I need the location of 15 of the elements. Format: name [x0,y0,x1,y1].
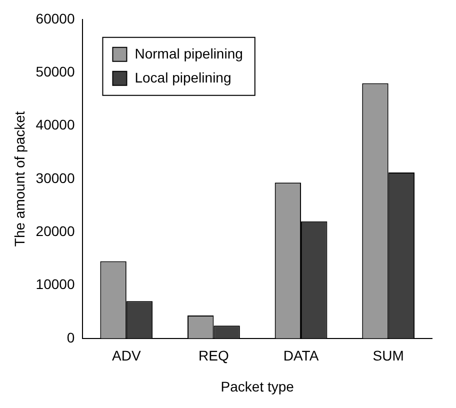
y-tick-label: 50000 [36,63,75,80]
legend-label: Local pipelining [134,69,232,86]
x-tick-label: DATA [283,348,320,364]
y-axis-title: The amount of packet [11,111,28,247]
y-tick-label: 40000 [36,116,75,133]
y-tick-label: 60000 [36,10,75,26]
x-tick-label: ADV [112,348,142,364]
x-tick-label: REQ [198,348,229,364]
y-tick-label: 20000 [36,222,75,239]
y-tick-label: 30000 [36,170,75,186]
x-axis-title: Packet type [220,378,294,394]
legend-label: Normal pipelining [134,45,243,62]
y-tick-label: 10000 [36,276,75,292]
x-tick-label: SUM [372,348,404,364]
y-tick-label: 0 [66,329,75,346]
